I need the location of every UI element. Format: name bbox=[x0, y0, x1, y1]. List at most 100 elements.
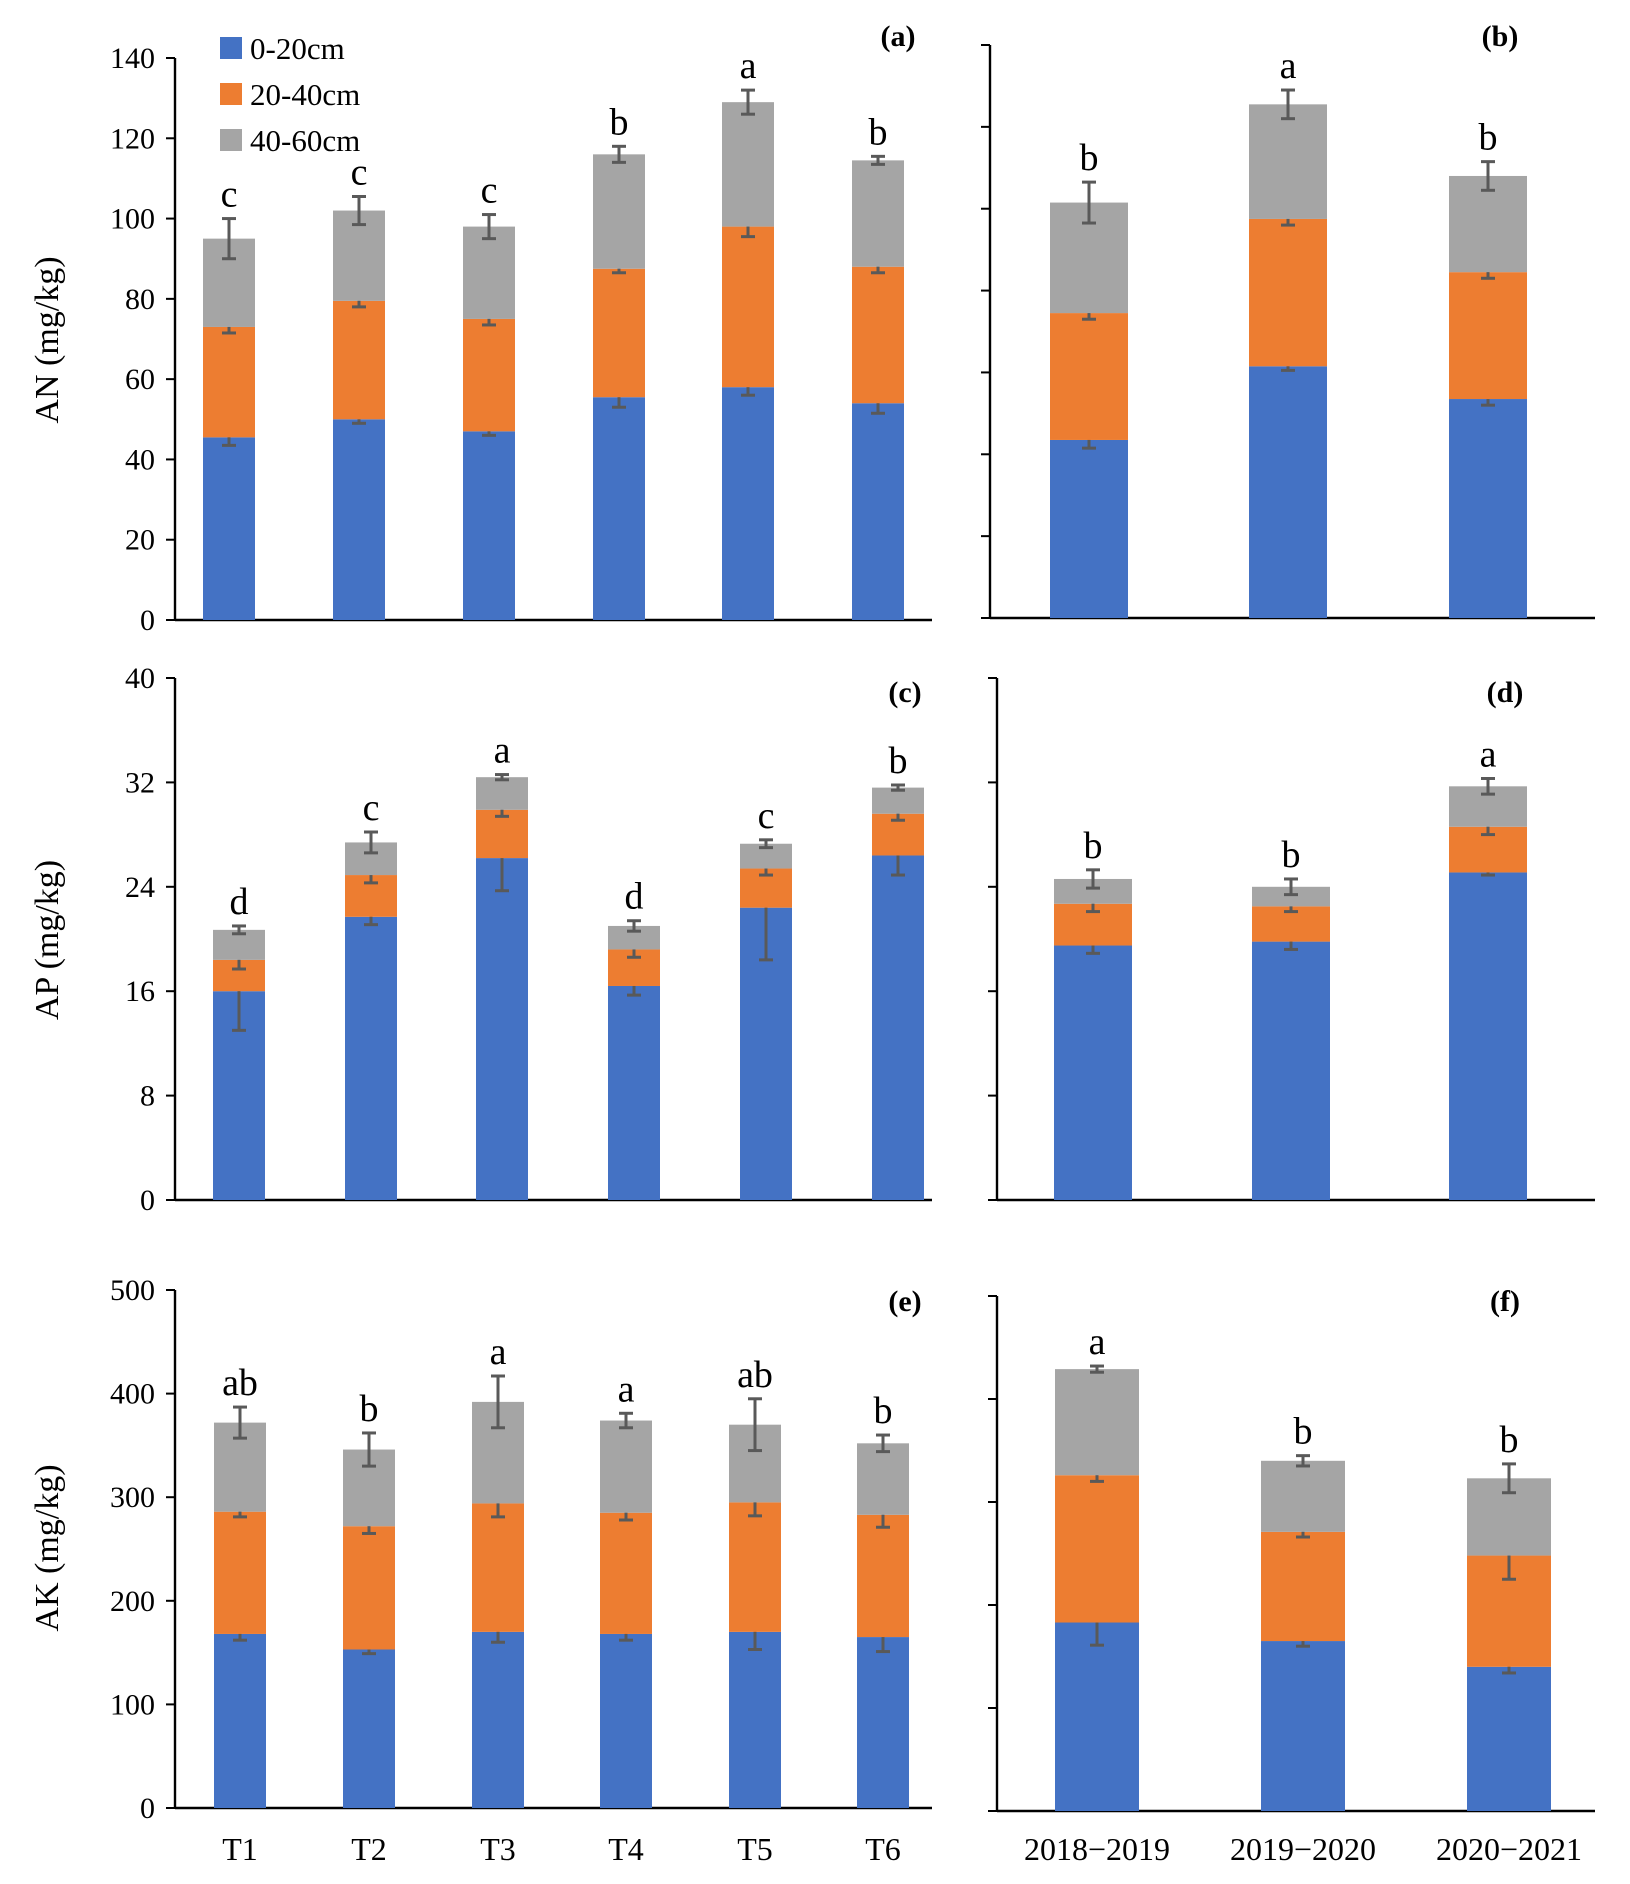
y-tick-label: 120 bbox=[110, 122, 155, 155]
bar-40-60cm bbox=[857, 1443, 909, 1515]
bar-20-40cm bbox=[1249, 218, 1327, 367]
bar-0-20cm bbox=[729, 1631, 781, 1808]
bar-20-40cm bbox=[476, 809, 528, 859]
significance-letter: ab bbox=[737, 1354, 773, 1396]
y-tick-label: 100 bbox=[110, 203, 155, 236]
y-tick-label: 40 bbox=[125, 443, 155, 476]
y-tick-label: 20 bbox=[125, 524, 155, 557]
x-tick-label: T4 bbox=[608, 1831, 644, 1867]
bar-40-60cm bbox=[1249, 104, 1327, 219]
x-tick-label: T3 bbox=[480, 1831, 516, 1867]
chart-panel-c: 0 8 16 24 32 40 AP (mg/kg) (c) d c a d c b bbox=[29, 662, 932, 1217]
significance-letter: b bbox=[869, 111, 888, 153]
bar-20-40cm bbox=[1050, 313, 1128, 440]
x-tick-label: T5 bbox=[737, 1831, 773, 1867]
x-tick-label: T2 bbox=[351, 1831, 387, 1867]
y-tick-label: 200 bbox=[110, 1585, 155, 1618]
chart-panel-f: (f) a b b 2018−2019 2019−2020 2020−2021 bbox=[988, 1285, 1595, 1867]
bar-20-40cm bbox=[1261, 1531, 1345, 1642]
y-tick-label: 400 bbox=[110, 1378, 155, 1411]
y-tick-label: 100 bbox=[110, 1688, 155, 1721]
chart-panel-b: (b) b a b bbox=[981, 20, 1595, 620]
y-axis-title: AK (mg/kg) bbox=[29, 1464, 66, 1631]
y-axis-title: AN (mg/kg) bbox=[29, 256, 66, 423]
significance-letter: a bbox=[618, 1368, 635, 1410]
bar-0-20cm bbox=[857, 1637, 909, 1808]
bar-20-40cm bbox=[1055, 1475, 1139, 1623]
significance-letter: a bbox=[1280, 45, 1297, 87]
bar-40-60cm bbox=[463, 226, 515, 319]
bar-20-40cm bbox=[852, 266, 904, 404]
significance-letter: a bbox=[490, 1331, 507, 1373]
panel-label: (b) bbox=[1482, 20, 1519, 53]
y-tick-label: 60 bbox=[125, 363, 155, 396]
bar-0-20cm bbox=[872, 855, 924, 1200]
significance-letter: b bbox=[1084, 825, 1103, 867]
significance-letter: b bbox=[610, 101, 629, 143]
bar-20-40cm bbox=[333, 300, 385, 420]
x-tick-label: T6 bbox=[865, 1831, 901, 1867]
significance-letter: b bbox=[889, 740, 908, 782]
y-tick-label: 0 bbox=[140, 1184, 155, 1217]
bar-0-20cm bbox=[214, 1633, 266, 1808]
significance-letter: a bbox=[1480, 733, 1497, 775]
significance-letter: d bbox=[230, 881, 249, 923]
legend-swatch bbox=[220, 129, 242, 151]
y-tick-label: 32 bbox=[125, 766, 155, 799]
bar-40-60cm bbox=[600, 1420, 652, 1513]
chart-panel-d: (d) b b a bbox=[988, 676, 1595, 1202]
bar-20-40cm bbox=[214, 1511, 266, 1634]
bar-0-20cm bbox=[343, 1649, 395, 1808]
significance-letter: a bbox=[740, 45, 757, 87]
legend-label: 0-20cm bbox=[250, 31, 345, 66]
y-tick-label: 80 bbox=[125, 283, 155, 316]
bar-40-60cm bbox=[476, 777, 528, 810]
bar-0-20cm bbox=[463, 431, 515, 620]
x-tick-label: 2020−2021 bbox=[1436, 1831, 1582, 1867]
bar-40-60cm bbox=[593, 154, 645, 269]
y-tick-label: 300 bbox=[110, 1481, 155, 1514]
bar-20-40cm bbox=[722, 226, 774, 388]
bar-0-20cm bbox=[1054, 945, 1132, 1200]
significance-letter: b bbox=[1282, 834, 1301, 876]
legend-swatch bbox=[220, 83, 242, 105]
legend-label: 20-40cm bbox=[250, 77, 360, 112]
y-tick-label: 24 bbox=[125, 871, 155, 904]
significance-letter: c bbox=[351, 151, 368, 193]
bar-40-60cm bbox=[1055, 1369, 1139, 1476]
panel-label: (f) bbox=[1490, 1285, 1520, 1318]
bar-0-20cm bbox=[852, 403, 904, 620]
legend: 0-20cm 20-40cm 40-60cm bbox=[220, 31, 360, 158]
bar-0-20cm bbox=[1050, 439, 1128, 618]
bar-40-60cm bbox=[1449, 175, 1527, 273]
bar-40-60cm bbox=[1261, 1460, 1345, 1532]
y-tick-label: 0 bbox=[140, 604, 155, 637]
bar-0-20cm bbox=[1449, 872, 1527, 1200]
y-tick-label: 8 bbox=[140, 1080, 155, 1113]
significance-letter: c bbox=[481, 170, 498, 212]
bar-40-60cm bbox=[872, 787, 924, 814]
x-tick-label: 2019−2020 bbox=[1230, 1831, 1376, 1867]
significance-letter: b bbox=[1080, 137, 1099, 179]
legend-swatch bbox=[220, 37, 242, 59]
y-tick-label: 140 bbox=[110, 42, 155, 75]
bar-0-20cm bbox=[1055, 1622, 1139, 1811]
bar-20-40cm bbox=[1449, 272, 1527, 400]
significance-letter: c bbox=[363, 787, 380, 829]
significance-letter: a bbox=[494, 730, 511, 772]
significance-letter: b bbox=[1479, 117, 1498, 159]
significance-letter: d bbox=[625, 876, 644, 918]
panel-label: (c) bbox=[888, 676, 921, 709]
bar-0-20cm bbox=[472, 1631, 524, 1808]
bar-40-60cm bbox=[1252, 886, 1330, 907]
panel-label: (a) bbox=[881, 20, 916, 53]
significance-letter: b bbox=[874, 1390, 893, 1432]
bar-0-20cm bbox=[203, 437, 255, 620]
x-tick-label: T1 bbox=[222, 1831, 258, 1867]
significance-letter: c bbox=[221, 174, 238, 216]
chart-panel-e: 0 100 200 300 400 500 AK (mg/kg) (e) ab b a a ab b T1 T… bbox=[29, 1274, 932, 1867]
bar-0-20cm bbox=[345, 916, 397, 1200]
bar-20-40cm bbox=[343, 1526, 395, 1650]
y-axis-title: AP (mg/kg) bbox=[29, 860, 66, 1020]
